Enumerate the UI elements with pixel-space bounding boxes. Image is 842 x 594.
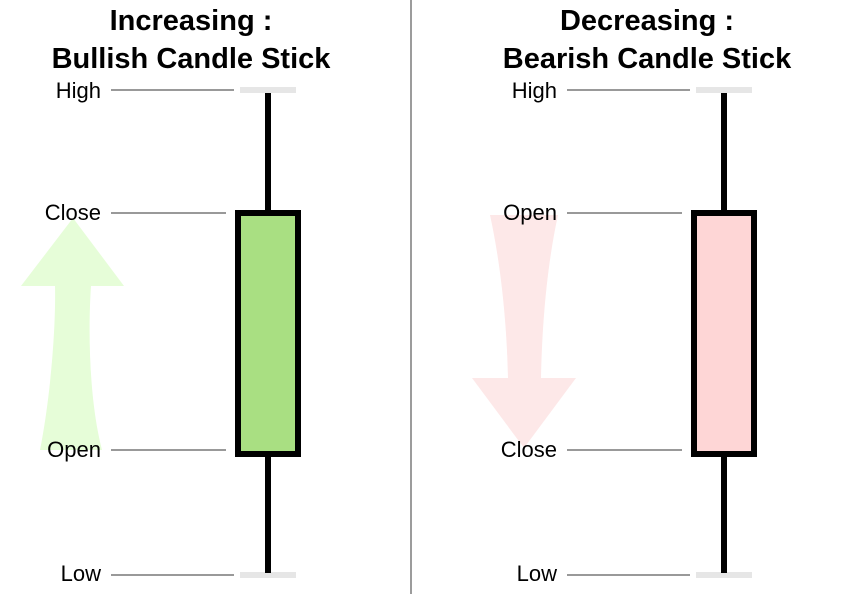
bearish-low-label: Low xyxy=(517,561,557,586)
bullish-high-label: High xyxy=(56,78,101,103)
bearish-open-label: Open xyxy=(503,200,557,225)
bearish-high-label: High xyxy=(512,78,557,103)
bullish-up-arrow xyxy=(21,218,124,450)
bullish-open-label: Open xyxy=(47,437,101,462)
bullish-close-label: Close xyxy=(45,200,101,225)
bullish-title-line2: Bullish Candle Stick xyxy=(52,43,332,75)
bearish-down-arrow xyxy=(472,215,576,448)
bullish-candle-body xyxy=(235,210,301,457)
bullish-panel: Increasing : Bullish Candle Stick High C… xyxy=(21,5,331,586)
bullish-title-line1: Increasing : xyxy=(110,5,273,37)
bearish-title-line1: Decreasing : xyxy=(560,5,734,37)
bearish-panel: Decreasing : Bearish Candle Stick High O… xyxy=(472,5,792,586)
bearish-title-line2: Bearish Candle Stick xyxy=(503,43,792,75)
bearish-close-label: Close xyxy=(501,437,557,462)
bullish-low-label: Low xyxy=(61,561,101,586)
bearish-candle-body xyxy=(691,210,757,457)
